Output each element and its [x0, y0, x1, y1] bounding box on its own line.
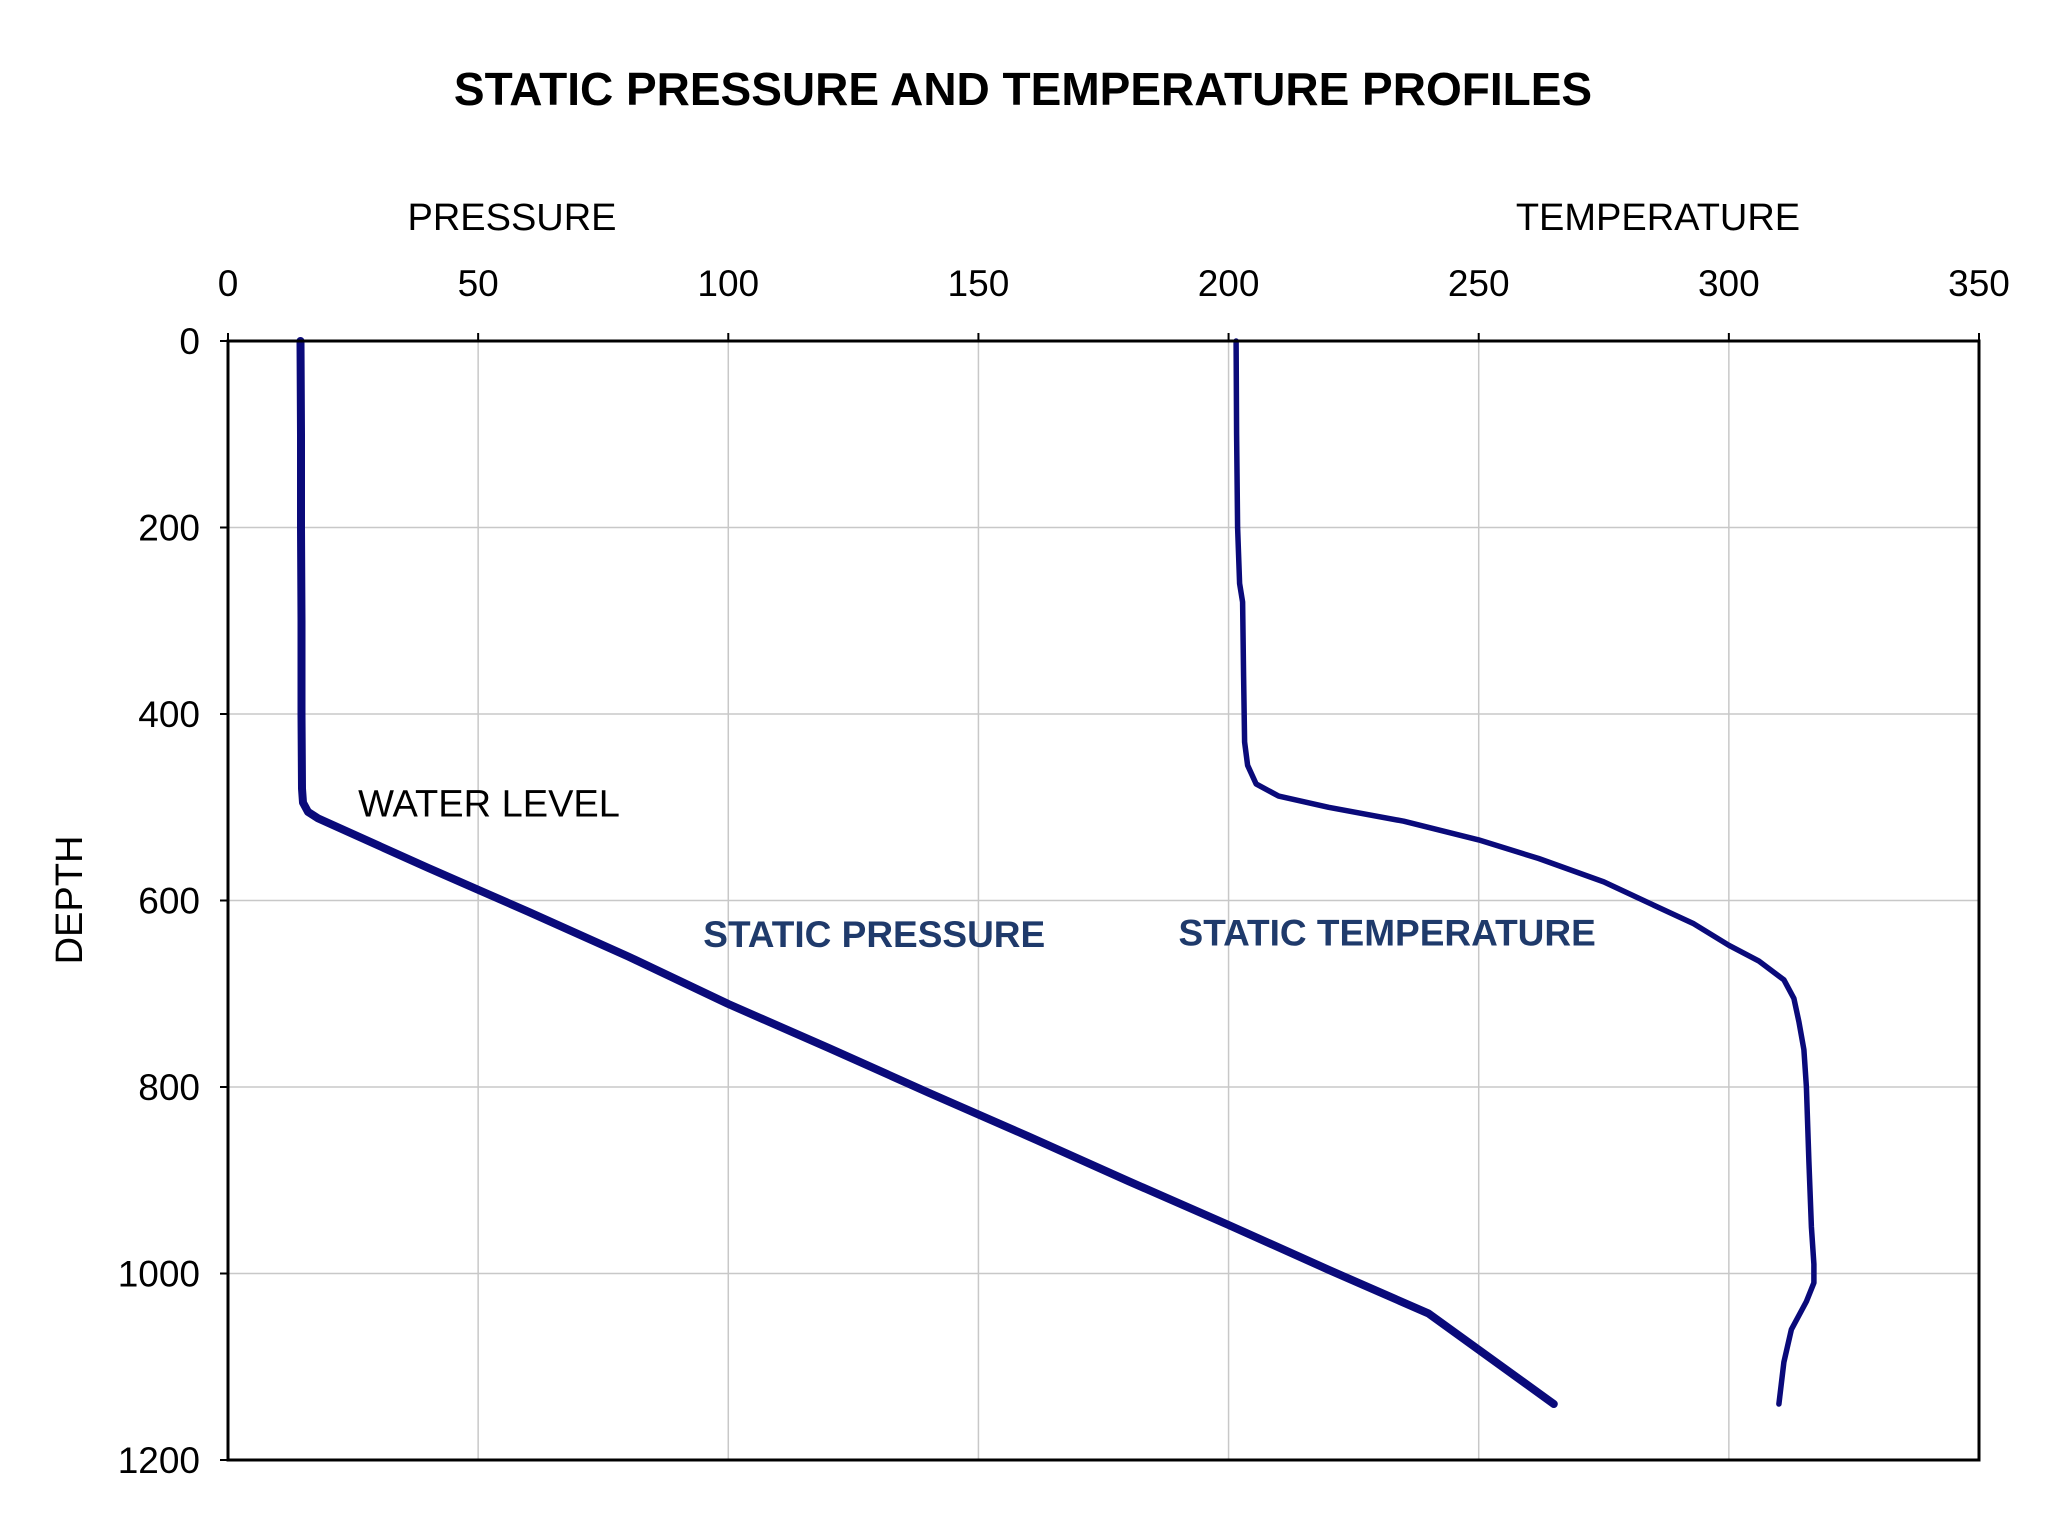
x-tick-label: 200 — [1198, 263, 1260, 304]
y-tick-label: 400 — [138, 694, 200, 735]
chart-title: STATIC PRESSURE AND TEMPERATURE PROFILES — [454, 63, 1592, 115]
tick-labels: 0 50 100 150 200 250 300 350 0 200 400 600 800 1000 12… — [118, 263, 2010, 1481]
series — [296, 337, 1817, 1408]
y-tick-label: 600 — [138, 881, 200, 922]
y-tick-label: 0 — [179, 321, 200, 362]
series-line-static-temperature — [1233, 338, 1817, 1407]
y-tick-label: 800 — [138, 1067, 200, 1108]
series-label-static-temperature: STATIC TEMPERATURE — [1179, 912, 1596, 953]
y-tick-label: 1000 — [118, 1254, 200, 1295]
x-tick-label: 250 — [1448, 263, 1510, 304]
x-tick-label: 50 — [458, 263, 499, 304]
annotation-water-level: WATER LEVEL — [358, 784, 620, 826]
y-tick-label: 200 — [138, 508, 200, 549]
series-line-static-pressure — [296, 337, 1558, 1408]
series-labels: STATIC PRESSURE STATIC TEMPERATURE WATER L… — [358, 784, 1596, 956]
x-tick-label: 150 — [948, 263, 1010, 304]
y-axis-label: DEPTH — [49, 836, 91, 965]
x-tick-label: 100 — [697, 263, 759, 304]
y-tick-label: 1200 — [118, 1440, 200, 1481]
x-axis-label-pressure: PRESSURE — [407, 197, 616, 239]
x-tick-label: 300 — [1698, 263, 1760, 304]
x-tick-label: 350 — [1948, 263, 2010, 304]
plot-frame — [226, 339, 1981, 1462]
series-label-static-pressure: STATIC PRESSURE — [703, 914, 1045, 955]
x-axis-label-temperature: TEMPERATURE — [1516, 197, 1800, 239]
x-tick-label: 0 — [218, 263, 239, 304]
